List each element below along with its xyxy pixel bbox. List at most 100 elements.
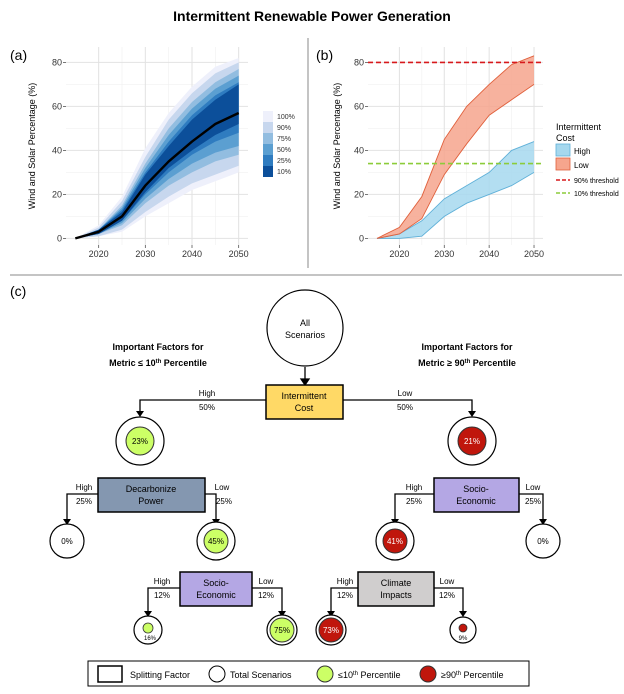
- panel-c-label: (c): [10, 283, 26, 299]
- box-intermittent-cost: Intermittent Cost: [265, 384, 344, 420]
- box-decarbonize-power: Decarbonize Power: [97, 477, 206, 513]
- legend-swatch-50pct: [263, 144, 273, 155]
- legend-splitting-factor-swatch: [97, 665, 123, 683]
- legend-splitting-factor-label: Splitting Factor: [130, 670, 190, 680]
- legend-le10-label: ≤10th Percentile: [338, 670, 401, 680]
- panel-a-xtick-label: 2030: [135, 249, 155, 259]
- branch-label-high-socio-left: High: [154, 577, 170, 586]
- panel-a-median-group: [74, 111, 240, 240]
- panel-a-xtick-label: 2050: [229, 249, 249, 259]
- branch-label-low-socio-right: Low: [526, 483, 541, 492]
- series-high-lower-edge: [377, 172, 535, 239]
- svg-text:41%: 41%: [387, 537, 403, 546]
- legend-label-75pct: 75%: [277, 136, 291, 143]
- panel-a-xtick-label: 2040: [182, 249, 202, 259]
- branch-pct-low-socio-left: 12%: [258, 591, 274, 600]
- panel-a-label: (a): [10, 47, 27, 63]
- panel-a-xtick-label: 2020: [89, 249, 109, 259]
- left-heading-line1: Important Factors for: [112, 342, 204, 352]
- figure-title: Intermittent Renewable Power Generation: [173, 8, 451, 24]
- branch-label-low-socio-left: Low: [259, 577, 274, 586]
- svg-text:45%: 45%: [208, 537, 224, 546]
- legend-swatch-75pct: [263, 133, 273, 144]
- tree-arrowheads: [63, 411, 547, 617]
- legend-total-scenarios-label: Total Scenarios: [230, 670, 292, 680]
- svg-text:Intermittent: Intermittent: [281, 391, 327, 401]
- panel-a-ytick-label: 0: [57, 233, 62, 243]
- svg-text:23%: 23%: [132, 437, 148, 446]
- panel-b-label: (b): [316, 47, 333, 63]
- panel-a-ylabel: Wind and Solar Percentage (%): [27, 83, 37, 210]
- panel-b-ytick-label: 20: [354, 189, 364, 199]
- svg-text:Economic: Economic: [456, 496, 496, 506]
- panel-a-ytick-label: 20: [52, 189, 62, 199]
- node-0-left: 0%: [49, 523, 85, 559]
- branch-pct-low-root: 50%: [397, 403, 413, 412]
- legend-ge90-swatch: [419, 665, 437, 683]
- legend-le10-swatch: [316, 665, 334, 683]
- branch-label-high-socio-right: High: [406, 483, 422, 492]
- panel-b-ytick-label: 80: [354, 57, 364, 67]
- panel-b-legend-low-label: Low: [574, 161, 589, 170]
- panel-a-legend: 100% 90% 75% 50% 25% 10%: [263, 111, 295, 177]
- svg-text:Socio-: Socio-: [463, 484, 489, 494]
- branch-pct-high-socio-right: 25%: [406, 497, 422, 506]
- panel-b-legend-high-swatch: [555, 143, 571, 157]
- panel-b-ylabel: Wind and Solar Percentage (%): [332, 83, 342, 210]
- svg-text:0%: 0%: [61, 537, 73, 546]
- node-41: 41%: [375, 521, 415, 561]
- band-10pct: [75, 84, 239, 239]
- node-75: 75%: [266, 614, 298, 646]
- root-label-line1: All: [300, 318, 310, 328]
- branch-label-high-root: High: [199, 389, 215, 398]
- svg-text:75%: 75%: [274, 626, 290, 635]
- series-low-lower-edge: [376, 84, 535, 239]
- series-high-band: [377, 141, 534, 239]
- branch-pct-high-root: 50%: [199, 403, 215, 412]
- node-9: 9%: [449, 616, 477, 644]
- panel-b-legend-low-swatch: [555, 157, 571, 171]
- branch-pct-high-climate: 12%: [337, 591, 353, 600]
- svg-text:73%: 73%: [323, 626, 339, 635]
- panel-a-bands: [75, 58, 239, 239]
- legend-label-100pct: 100%: [277, 114, 295, 121]
- branch-label-high-climate: High: [337, 577, 353, 586]
- root-label-line2: Scenarios: [285, 330, 326, 340]
- panel-b-xtick-label: 2050: [524, 249, 544, 259]
- panel-a-ytick-label: 40: [52, 145, 62, 155]
- panel-b-xtick-label: 2040: [479, 249, 499, 259]
- legend-label-10pct: 10%: [277, 169, 291, 176]
- panel-b-ytick-label: 60: [354, 101, 364, 111]
- panel-b-bands: [376, 55, 535, 239]
- panel-b-legend-title-line1: Intermittent: [556, 122, 602, 132]
- panel-c: (c): [10, 283, 561, 687]
- panel-b-legend-90-label: 90% threshold: [574, 178, 619, 185]
- legend-label-50pct: 50%: [277, 147, 291, 154]
- tree-headings: Important Factors for Metric ≤ 10th Perc…: [109, 342, 516, 368]
- legend-swatch-90pct: [263, 122, 273, 133]
- svg-text:Power: Power: [138, 496, 164, 506]
- svg-text:16%: 16%: [144, 636, 157, 642]
- tree-root-node: All Scenarios: [266, 289, 344, 367]
- panel-b-xtick-label: 2030: [434, 249, 454, 259]
- tree-connectors: [66, 367, 544, 613]
- legend-total-scenarios-swatch: [208, 665, 226, 683]
- legend-label-90pct: 90%: [277, 125, 291, 132]
- node-0-right: 0%: [525, 523, 561, 559]
- panel-b-legend-10-label: 10% threshold: [574, 191, 619, 198]
- median-line: [74, 111, 240, 240]
- svg-text:Climate: Climate: [381, 578, 412, 588]
- legend-swatch-10pct: [263, 166, 273, 177]
- svg-text:0%: 0%: [537, 537, 549, 546]
- svg-text:9%: 9%: [459, 636, 468, 642]
- svg-text:Economic: Economic: [196, 590, 236, 600]
- series-low-band: [377, 55, 534, 239]
- right-heading-line2: Metric ≥ 90th Percentile: [418, 358, 516, 368]
- panel-b-legend: Intermittent Cost High Low 90% threshold…: [555, 122, 619, 198]
- legend-ge90-label: ≥90th Percentile: [441, 670, 504, 680]
